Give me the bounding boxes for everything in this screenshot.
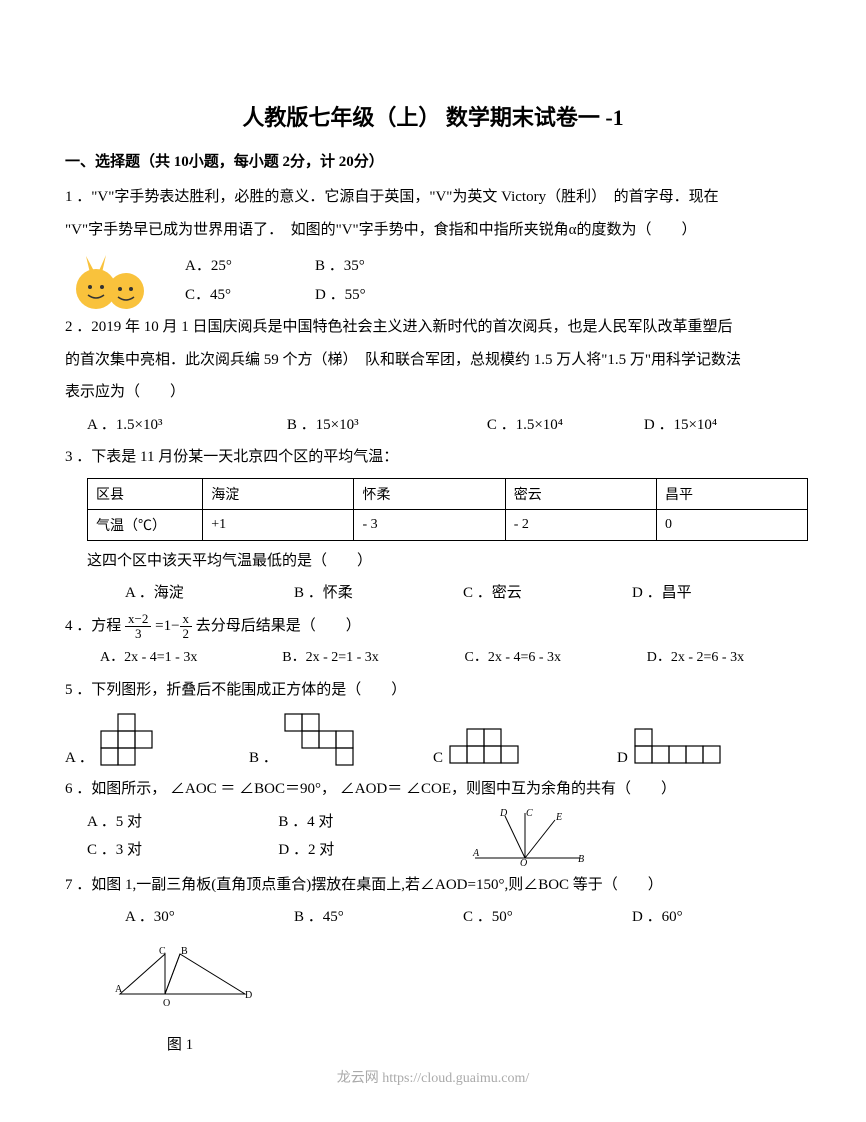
q4-opt-d: D．2x - 2=6 - 3x bbox=[647, 645, 801, 672]
q5-fig-c bbox=[449, 727, 539, 767]
q6-figure: A B C D E O bbox=[470, 808, 590, 871]
q5-opt-b: B ． bbox=[249, 746, 278, 767]
q3-r1c5: 昌平 bbox=[656, 478, 807, 509]
q1-opt-b: B ．35° bbox=[315, 252, 445, 281]
q3-r2c4: - 2 bbox=[505, 509, 656, 540]
section-header: 一、选择题（共 10小题，每小题 2分，计 20分） bbox=[65, 150, 801, 171]
q5-opt-d: D bbox=[617, 750, 628, 767]
q5-fig-b bbox=[284, 712, 374, 767]
q2-text2: 的首次集中亮相．此次阅兵编 59 个方（梯） 队和联合军团，总规模约 1.5 万… bbox=[65, 346, 801, 375]
q1-opt-d: D ．55° bbox=[315, 281, 445, 310]
q6-opt-a: A ．5 对 bbox=[87, 808, 278, 837]
q3-opt-b: B ．怀柔 bbox=[294, 579, 463, 608]
q5-fig-d bbox=[634, 727, 724, 767]
q2-opt-d: D ．15×10⁴ bbox=[644, 411, 801, 440]
q7-opt-b: B ．45° bbox=[294, 903, 463, 932]
svg-text:B: B bbox=[578, 854, 584, 865]
q6-text: 6 ．如图所示， ∠AOC ＝ ∠BOC＝90°， ∠AOD＝ ∠COE，则图中… bbox=[65, 775, 801, 804]
q2-opt-a: A ．1.5×10³ bbox=[87, 411, 287, 440]
q1-opt-c: C．45° bbox=[185, 281, 315, 310]
q3-r1c4: 密云 bbox=[505, 478, 656, 509]
q3-r1c1: 区县 bbox=[88, 478, 203, 509]
svg-text:A: A bbox=[115, 984, 123, 995]
svg-text:B: B bbox=[181, 946, 188, 957]
svg-text:C: C bbox=[526, 808, 533, 819]
svg-text:C: C bbox=[159, 946, 166, 957]
q4-opt-a: A．2x - 4=1 - 3x bbox=[100, 645, 282, 672]
q7-opt-d: D ．60° bbox=[632, 903, 801, 932]
q1-image bbox=[65, 248, 165, 313]
q7-opt-c: C ．50° bbox=[463, 903, 632, 932]
q3-text2: 这四个区中该天平均气温最低的是（ ） bbox=[65, 547, 801, 576]
q3-opt-a: A ．海淀 bbox=[125, 579, 294, 608]
q1-text2: "V"字手势早已成为世界用语了． 如图的"V"字手势中，食指和中指所夹锐角α的度… bbox=[65, 216, 801, 245]
q3-r2c1: 气温（℃） bbox=[88, 509, 203, 540]
q7-text: 7 ．如图 1,一副三角板(直角顶点重合)摆放在桌面上,若∠AOD=150°,则… bbox=[65, 871, 801, 900]
q4-opt-b: B．2x - 2=1 - 3x bbox=[282, 645, 464, 672]
q6-opt-c: C ．3 对 bbox=[87, 836, 278, 865]
q1-opt-a: A．25° bbox=[185, 252, 315, 281]
q3-r2c3: - 3 bbox=[354, 509, 505, 540]
footer-text: 龙云网 https://cloud.guaimu.com/ bbox=[0, 1067, 866, 1087]
q6-opt-d: D ．2 对 bbox=[278, 836, 469, 865]
q7-figure: A C B O D bbox=[115, 944, 801, 1027]
q7-opt-a: A ．30° bbox=[125, 903, 294, 932]
q5-fig-a bbox=[100, 712, 175, 767]
svg-text:O: O bbox=[163, 998, 170, 1009]
svg-text:A: A bbox=[472, 848, 480, 859]
svg-text:D: D bbox=[245, 990, 252, 1001]
q3-r1c2: 海淀 bbox=[203, 478, 354, 509]
q2-text3: 表示应为（ ） bbox=[65, 378, 801, 407]
q3-table: 区县 海淀 怀柔 密云 昌平 气温（℃） +1 - 3 - 2 0 bbox=[87, 478, 808, 541]
q7-fig-label: 图 1 bbox=[115, 1033, 245, 1054]
q6-opt-b: B ．4 对 bbox=[278, 808, 469, 837]
q3-r2c5: 0 bbox=[656, 509, 807, 540]
q5-opt-a: A ． bbox=[65, 746, 94, 767]
page-title: 人教版七年级（上） 数学期末试卷一 -1 bbox=[65, 100, 801, 132]
q5-text: 5 ．下列图形，折叠后不能围成正方体的是（ ） bbox=[65, 676, 801, 705]
q3-r1c3: 怀柔 bbox=[354, 478, 505, 509]
q3-opt-c: C ．密云 bbox=[463, 579, 632, 608]
q2-opt-c: C ．1.5×10⁴ bbox=[487, 411, 644, 440]
q2-opt-b: B ．15×10³ bbox=[287, 411, 487, 440]
svg-text:E: E bbox=[555, 812, 562, 823]
svg-text:D: D bbox=[499, 808, 508, 819]
q4-opt-c: C．2x - 4=6 - 3x bbox=[465, 645, 647, 672]
q4-text: 4 ．方程 x−23 =1−x2 去分母后结果是（ ） bbox=[65, 612, 801, 642]
q3-opt-d: D ．昌平 bbox=[632, 579, 801, 608]
q5-opt-c: C bbox=[433, 750, 443, 767]
q3-r2c2: +1 bbox=[203, 509, 354, 540]
q1-text1: 1 ．"V"字手势表达胜利，必胜的意义．它源自于英国，"V"为英文 Victor… bbox=[65, 183, 801, 212]
q3-text: 3 ．下表是 11 月份某一天北京四个区的平均气温： bbox=[65, 443, 801, 472]
q2-text1: 2 ．2019 年 10 月 1 日国庆阅兵是中国特色社会主义进入新时代的首次阅… bbox=[65, 313, 801, 342]
svg-text:O: O bbox=[520, 858, 527, 866]
